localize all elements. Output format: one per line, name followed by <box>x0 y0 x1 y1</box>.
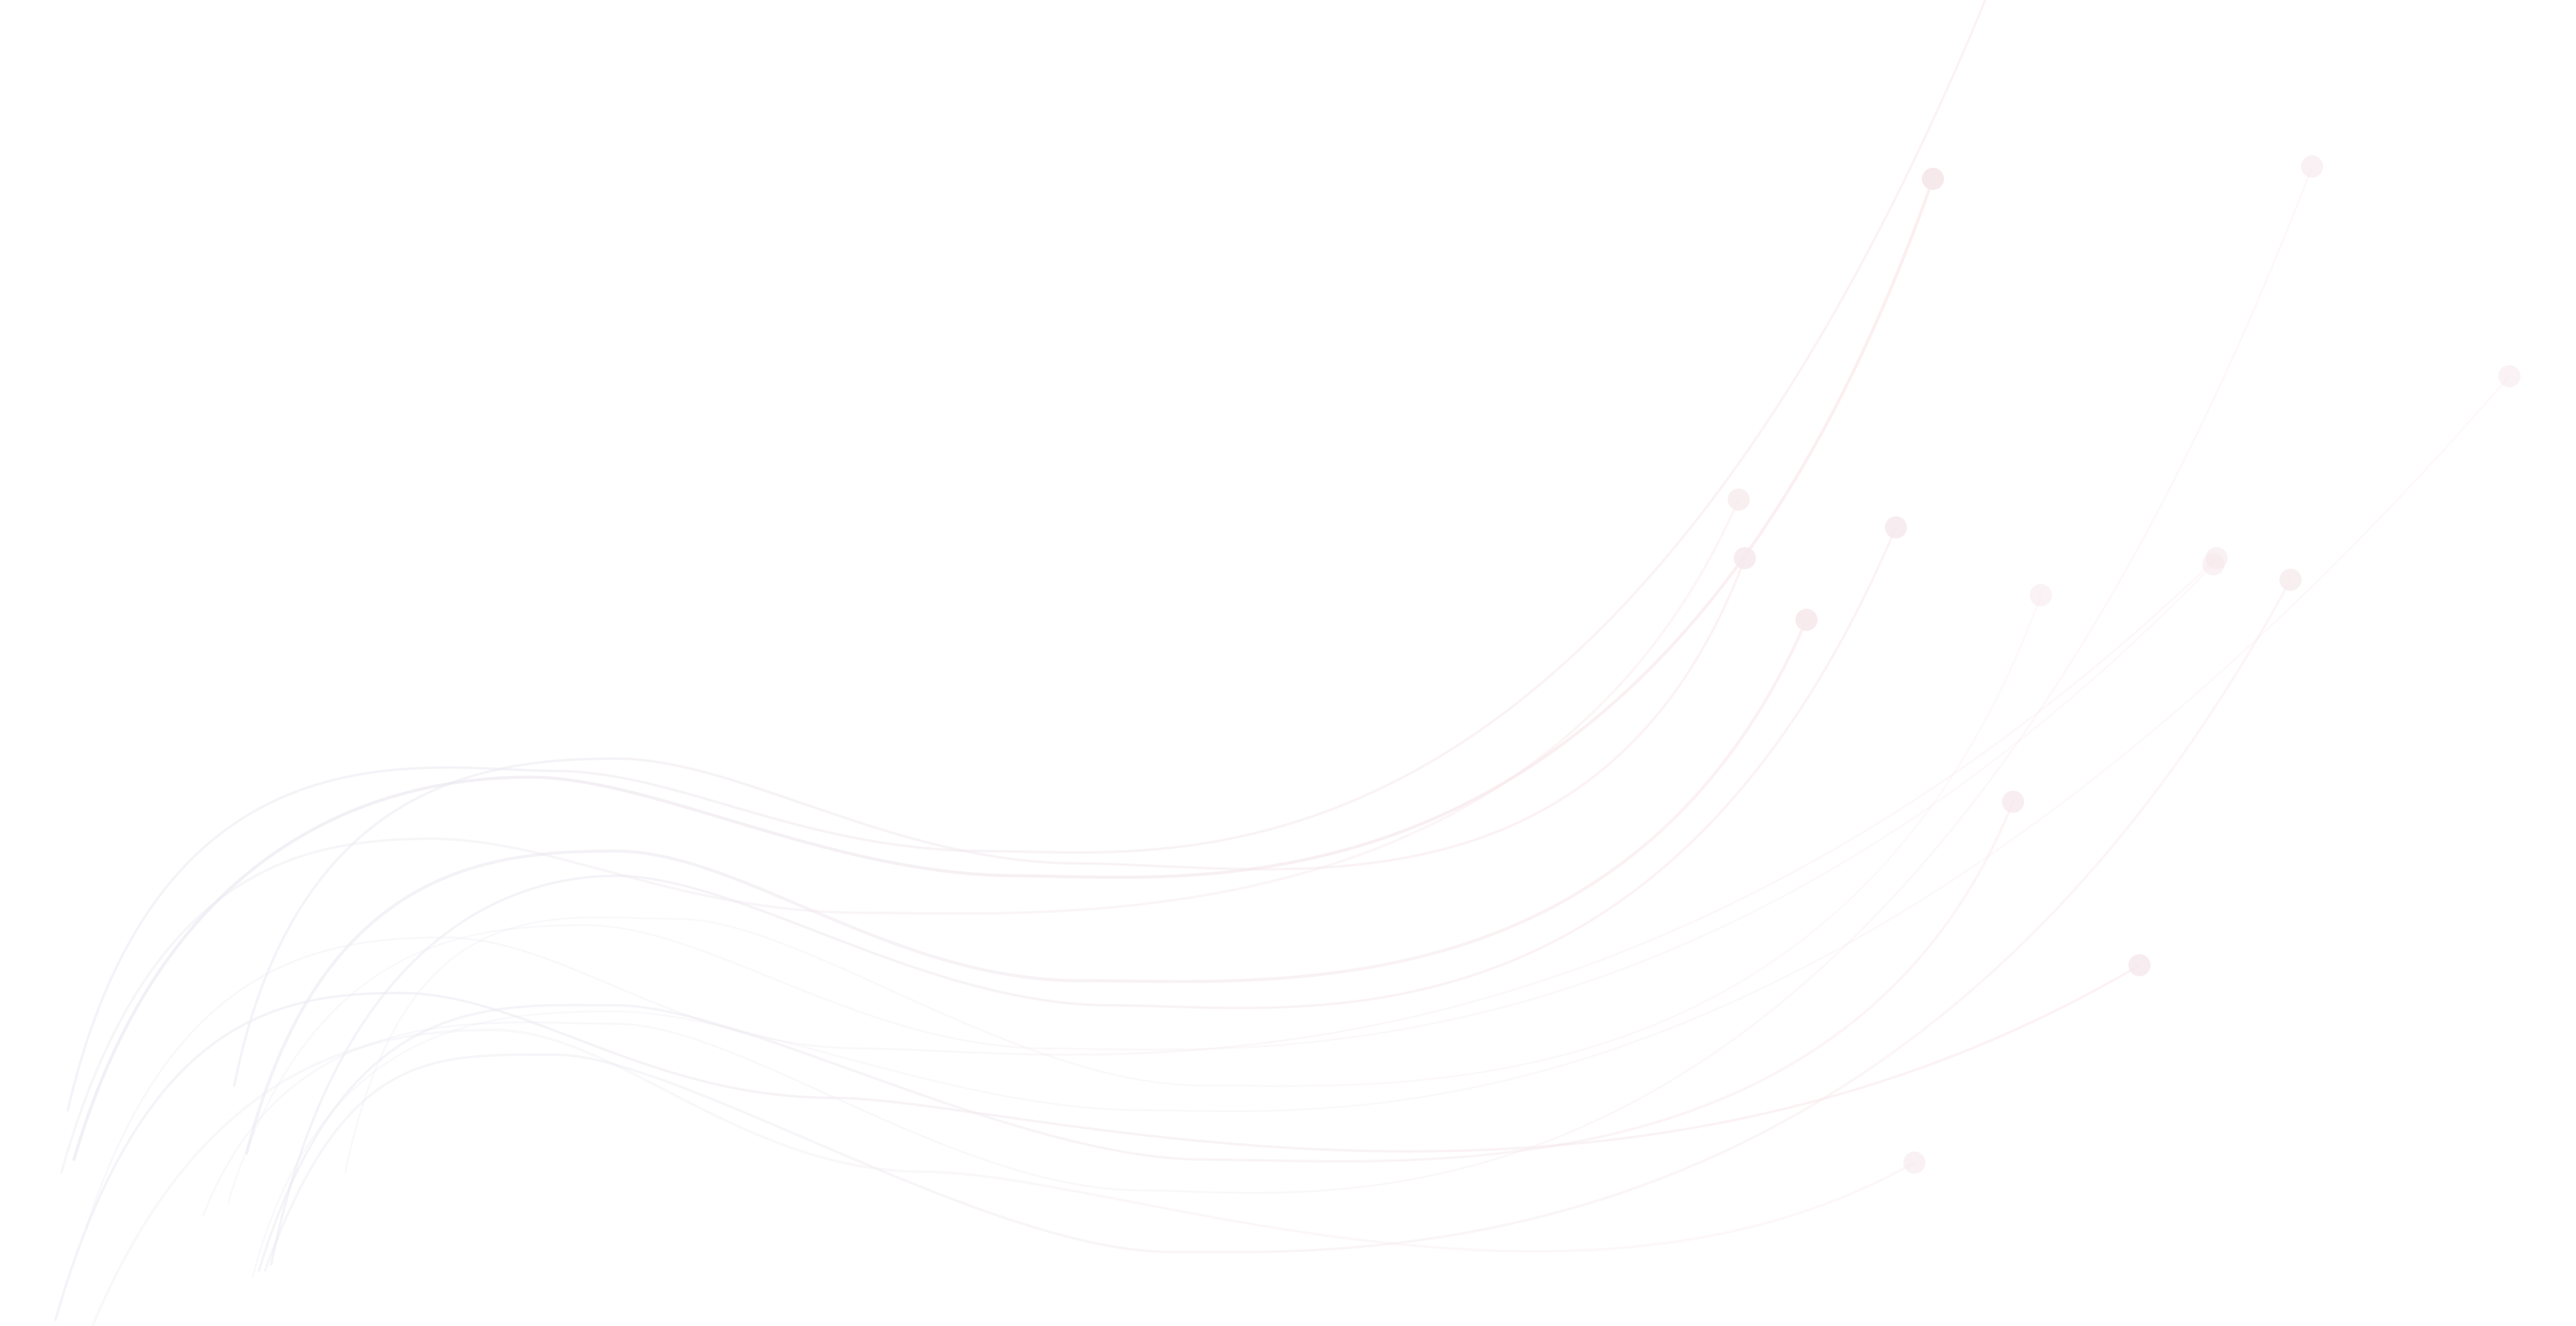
wave-line <box>91 1028 1916 1326</box>
wave-line <box>252 375 2511 1278</box>
wave-end-dot <box>1922 168 1944 190</box>
wave-line <box>72 177 1935 1161</box>
wave-line <box>270 526 1897 1266</box>
wave-end-dot <box>2002 791 2024 813</box>
wave-line <box>245 618 1808 1155</box>
wave-end-dot <box>2279 569 2302 591</box>
wave-line <box>227 563 2215 1204</box>
wave-end-dot <box>1795 609 1818 631</box>
wave-line <box>54 964 2141 1321</box>
wave-end-dot <box>2301 155 2323 178</box>
wave-end-dot <box>1885 516 1907 538</box>
wave-line <box>67 0 1987 1111</box>
wave-end-dot <box>2128 954 2151 976</box>
wave-end-dot <box>1903 1151 1926 1174</box>
wave-end-dot <box>2202 553 2225 575</box>
wave-line <box>202 165 2313 1216</box>
wave-end-dot <box>2498 365 2521 387</box>
wave-line <box>60 498 1740 1173</box>
wave-end-dot <box>1734 547 1756 569</box>
wave-end-dot <box>1728 488 1750 511</box>
wave-line <box>264 579 2292 1272</box>
wave-line <box>85 557 2218 1229</box>
wave-line <box>258 801 2014 1272</box>
wave-end-dot <box>2030 584 2052 606</box>
wave-line <box>233 557 1746 1087</box>
wave-line <box>344 594 2042 1173</box>
